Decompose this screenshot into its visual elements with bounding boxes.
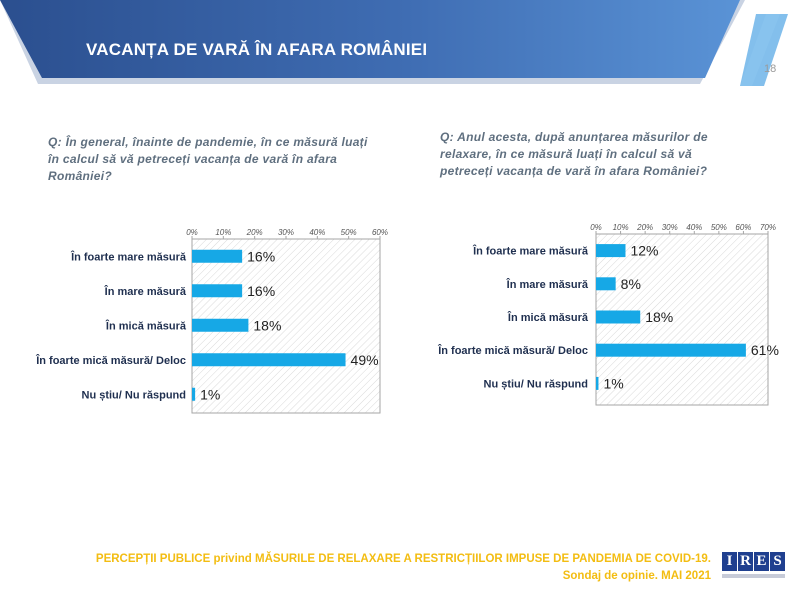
x-tick-label: 60% xyxy=(372,228,388,237)
x-tick-label: 30% xyxy=(662,223,678,232)
header-bar xyxy=(0,0,740,78)
logo-letter: E xyxy=(754,552,769,571)
x-tick-label: 40% xyxy=(309,228,325,237)
category-label: În foarte mare măsură xyxy=(472,245,589,258)
x-tick-label: 20% xyxy=(636,223,653,232)
x-tick-label: 40% xyxy=(686,223,702,232)
category-label: În foarte mare măsură xyxy=(70,250,187,263)
data-label: 16% xyxy=(247,283,275,299)
data-label: 18% xyxy=(253,317,281,333)
bar xyxy=(596,310,641,324)
logo-caption xyxy=(722,574,785,578)
data-label: 1% xyxy=(200,386,220,402)
bar xyxy=(192,284,243,298)
page-number: 18 xyxy=(764,63,777,75)
category-label: În mare măsură xyxy=(104,285,187,298)
footer-title: PERCEPȚII PUBLICE privind MĂSURILE DE RE… xyxy=(95,553,711,565)
data-label: 8% xyxy=(621,276,641,292)
x-tick-label: 0% xyxy=(590,223,602,232)
x-tick-label: 0% xyxy=(186,228,198,237)
data-label: 49% xyxy=(351,352,379,368)
slide-title: VACANȚA DE VARĂ ÎN AFARA ROMÂNIEI xyxy=(86,40,428,59)
bar xyxy=(192,353,346,367)
x-tick-label: 30% xyxy=(278,228,294,237)
category-label: În foarte mică măsură/ Deloc xyxy=(437,344,588,357)
category-label: Nu știu/ Nu răspund xyxy=(484,378,589,390)
bar xyxy=(596,376,599,390)
header-band xyxy=(0,0,788,86)
chart-2: 0% 10% 20% 30% 40% 50% 60% 70% 12% În foarte mare… xyxy=(437,223,779,406)
x-tick-label: 20% xyxy=(246,228,263,237)
category-label: În mare măsură xyxy=(506,278,589,291)
chart-1: 0% 10% 20% 30% 40% 50% 60% 16% În foarte mare mă… xyxy=(35,228,388,414)
data-label: 18% xyxy=(645,309,673,325)
question-right: Q: Anul acesta, după anunțarea măsurilor… xyxy=(440,130,708,178)
data-label: 12% xyxy=(630,243,658,259)
bar xyxy=(192,249,243,263)
header-stripe-light xyxy=(740,14,780,86)
logo-letter: S xyxy=(770,552,785,571)
x-tick-label: 10% xyxy=(613,223,629,232)
x-tick-label: 50% xyxy=(341,228,357,237)
bar xyxy=(596,343,746,357)
question-left: Q: În general, înainte de pandemie, în c… xyxy=(48,135,368,183)
category-label: În mică măsură xyxy=(507,311,589,324)
data-label: 16% xyxy=(247,248,275,264)
footer-subtitle: Sondaj de opinie. MAI 2021 xyxy=(562,570,711,582)
category-label: În mică măsură xyxy=(105,319,187,332)
x-tick-label: 50% xyxy=(711,223,727,232)
logo-letter: I xyxy=(722,552,737,571)
logo-letter: R xyxy=(738,552,753,571)
category-label: Nu știu/ Nu răspund xyxy=(82,389,187,401)
x-tick-label: 70% xyxy=(760,223,776,232)
bar xyxy=(192,318,249,332)
data-label: 61% xyxy=(751,342,779,358)
x-tick-label: 60% xyxy=(735,223,751,232)
category-label: În foarte mică măsură/ Deloc xyxy=(35,354,186,367)
ires-logo: I R E S xyxy=(722,552,788,582)
bar xyxy=(596,277,616,291)
data-label: 1% xyxy=(603,375,623,391)
x-tick-label: 10% xyxy=(215,228,231,237)
bar xyxy=(192,387,196,401)
bar xyxy=(596,244,626,258)
